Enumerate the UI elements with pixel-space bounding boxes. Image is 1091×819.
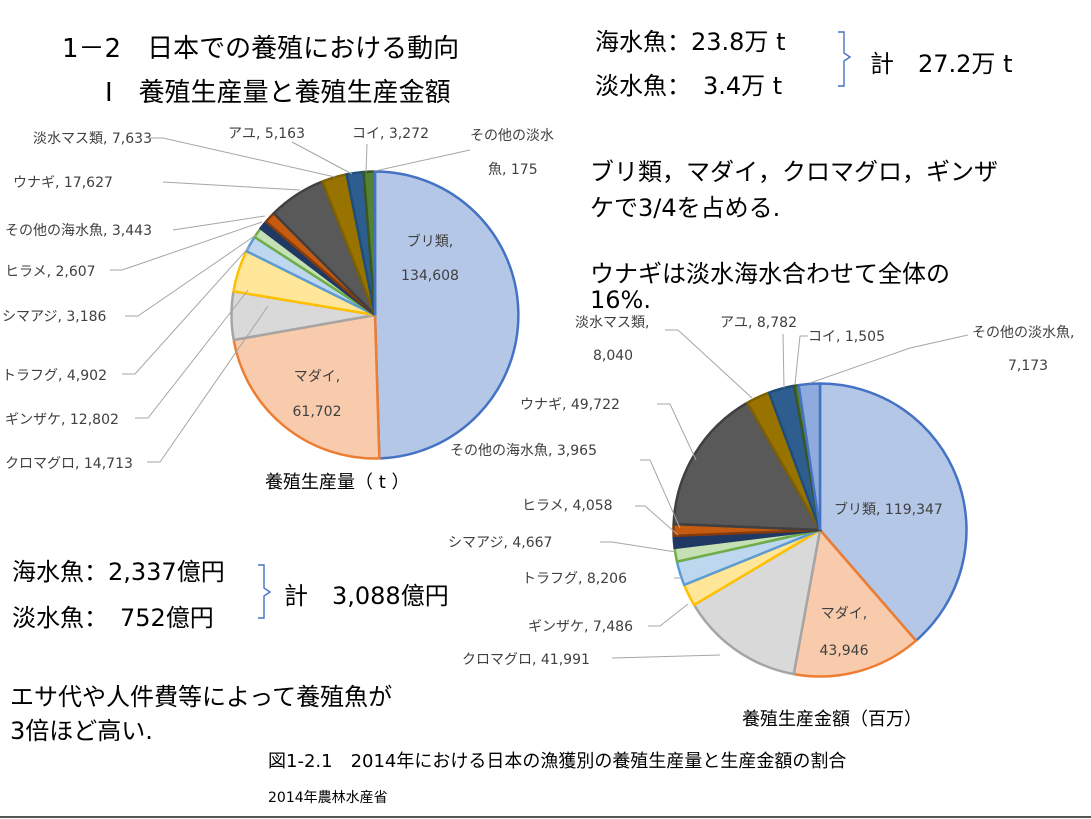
leader2-kuromaguro — [611, 654, 721, 659]
leader-ayu — [291, 141, 353, 175]
pie-slice-edge — [672, 401, 823, 532]
leader-hirame — [110, 221, 263, 271]
value-freshwater: 淡水魚： 752億円 — [12, 604, 214, 632]
note-cost-line2: 3倍ほど高い. — [10, 717, 153, 745]
pie-value-labels: ブリ類, 119,347 マダイ, 43,946 クロマグロ, 41,991 ギ… — [448, 315, 1074, 668]
note-eel-line2: 16%. — [590, 286, 651, 314]
label-torafugu: トラフグ, 4,902 — [2, 368, 107, 384]
label2-ginzake: ギンザケ, 7,486 — [528, 619, 633, 635]
label-kuromaguro: クロマグロ, 14,713 — [5, 456, 133, 472]
label2-other-sea: その他の海水魚, 3,965 — [450, 443, 597, 459]
label-ayu: アユ, 5,163 — [228, 126, 305, 142]
label-other-fresh-line2: 魚, 175 — [488, 162, 538, 178]
leader-unagi — [162, 181, 301, 191]
note-eel-line1: ウナギは淡水海水合わせて全体の — [590, 260, 950, 288]
label-masu: 淡水マス類, 7,633 — [33, 131, 152, 147]
leader-other-sea — [172, 215, 266, 231]
leader2-other-sea — [640, 459, 681, 529]
chart-volume-title: 養殖生産量（ t ） — [265, 472, 410, 493]
page-title: 1－2 日本での養殖における動向 — [62, 34, 460, 64]
label-other-fresh-line1: その他の淡水 — [470, 128, 554, 144]
label-buri-value: 134,608 — [401, 268, 459, 284]
label-shimaaji: シマアジ, 3,186 — [2, 309, 107, 325]
leader2-other-fresh — [809, 334, 969, 384]
volume-seawater: 海水魚：23.8万 t — [595, 28, 786, 56]
leader2-ginzake — [648, 603, 689, 627]
label2-masu-line2: 8,040 — [593, 348, 633, 364]
pie-slice — [819, 381, 969, 643]
pie-slice — [691, 528, 822, 677]
label-ginzake: ギンザケ, 12,802 — [5, 412, 119, 428]
pie-value-leaders — [600, 329, 969, 659]
note-cost-line1: エサ代や人件費等によって養殖魚が — [10, 683, 393, 711]
chart-value-title: 養殖生産金額（百万） — [742, 709, 922, 730]
label2-other-fresh-line2: 7,173 — [1008, 358, 1048, 374]
label2-buri: ブリ類, 119,347 — [834, 501, 943, 518]
note-share-line1: ブリ類，マダイ，クロマグロ，ギンザ — [590, 158, 998, 186]
label-madai-value: 61,702 — [293, 404, 342, 420]
leader-torafugu — [122, 245, 251, 375]
value-brace — [258, 564, 272, 619]
leader-koi — [365, 143, 368, 173]
value-seawater: 海水魚：2,337億円 — [12, 558, 225, 586]
leader2-shimaaji — [600, 541, 677, 553]
pie-slice-edge — [797, 382, 822, 531]
leader-masu — [148, 137, 336, 178]
bottom-divider — [0, 816, 1091, 818]
pie-slice-edge — [818, 382, 968, 643]
pie-slice-edge — [692, 527, 822, 676]
label2-shimaaji: シマアジ, 4,667 — [448, 535, 552, 551]
label2-unagi: ウナギ, 49,722 — [520, 397, 620, 413]
pie-volume-labels: ブリ類, 134,608 マダイ, 61,702 クロマグロ, 14,713 ギ… — [2, 126, 554, 472]
label2-ayu: アユ, 8,782 — [720, 315, 797, 331]
volume-brace — [838, 31, 852, 87]
pie-volume-leaders — [110, 137, 471, 463]
leader2-koi — [794, 335, 808, 385]
label2-masu-line1: 淡水マス類, — [575, 315, 649, 331]
pie-slice — [374, 169, 521, 461]
figure-caption: 図1-2.1 2014年における日本の漁獲別の養殖生産量と生産金額の割合 — [268, 751, 847, 772]
pie-volume — [229, 169, 521, 461]
leader-other-fresh — [374, 149, 471, 172]
page-subtitle: Ⅰ 養殖生産量と養殖生産金額 — [105, 78, 451, 108]
leader2-ayu — [782, 333, 785, 389]
volume-total: 計 27.2万 t — [870, 50, 1013, 78]
pie-slice-edge — [792, 527, 918, 678]
leader-shimaaji — [125, 234, 257, 317]
label-buri-name: ブリ類, — [407, 233, 453, 250]
volume-freshwater: 淡水魚： 3.4万 t — [595, 72, 783, 100]
pie-value — [671, 381, 969, 679]
leader-kuromaguro — [147, 305, 269, 463]
label-unagi: ウナギ, 17,627 — [13, 175, 113, 191]
note-share-line2: ケで3/4を占める. — [590, 194, 781, 222]
label-madai-name: マダイ, — [294, 369, 340, 385]
label2-madai-value: 43,946 — [820, 643, 869, 659]
figure-source: 2014年農林水産省 — [268, 790, 388, 806]
label2-hirame: ヒラメ, 4,058 — [522, 498, 613, 514]
leader-ginzake — [135, 289, 249, 419]
leader2-unagi — [657, 403, 697, 461]
label-other-sea: その他の海水魚, 3,443 — [5, 223, 152, 239]
pie-slice-edge — [373, 170, 520, 460]
label2-kuromaguro: クロマグロ, 41,991 — [462, 652, 590, 668]
pie-slice — [231, 314, 381, 461]
label2-koi: コイ, 1,505 — [808, 329, 885, 345]
leader2-hirame — [635, 505, 679, 536]
label2-torafugu: トラフグ, 8,206 — [522, 571, 627, 587]
label2-madai-name: マダイ, — [821, 606, 867, 622]
label-hirame: ヒラメ, 2,607 — [5, 264, 96, 280]
value-total: 計 3,088億円 — [284, 582, 449, 610]
label-koi: コイ, 3,272 — [352, 126, 429, 142]
pie-slice — [792, 528, 918, 679]
label2-other-fresh-line1: その他の淡水魚, — [972, 325, 1074, 341]
leader2-masu — [665, 329, 753, 399]
pie-slice-edge — [232, 313, 381, 460]
pie-slice-edge — [373, 170, 377, 316]
